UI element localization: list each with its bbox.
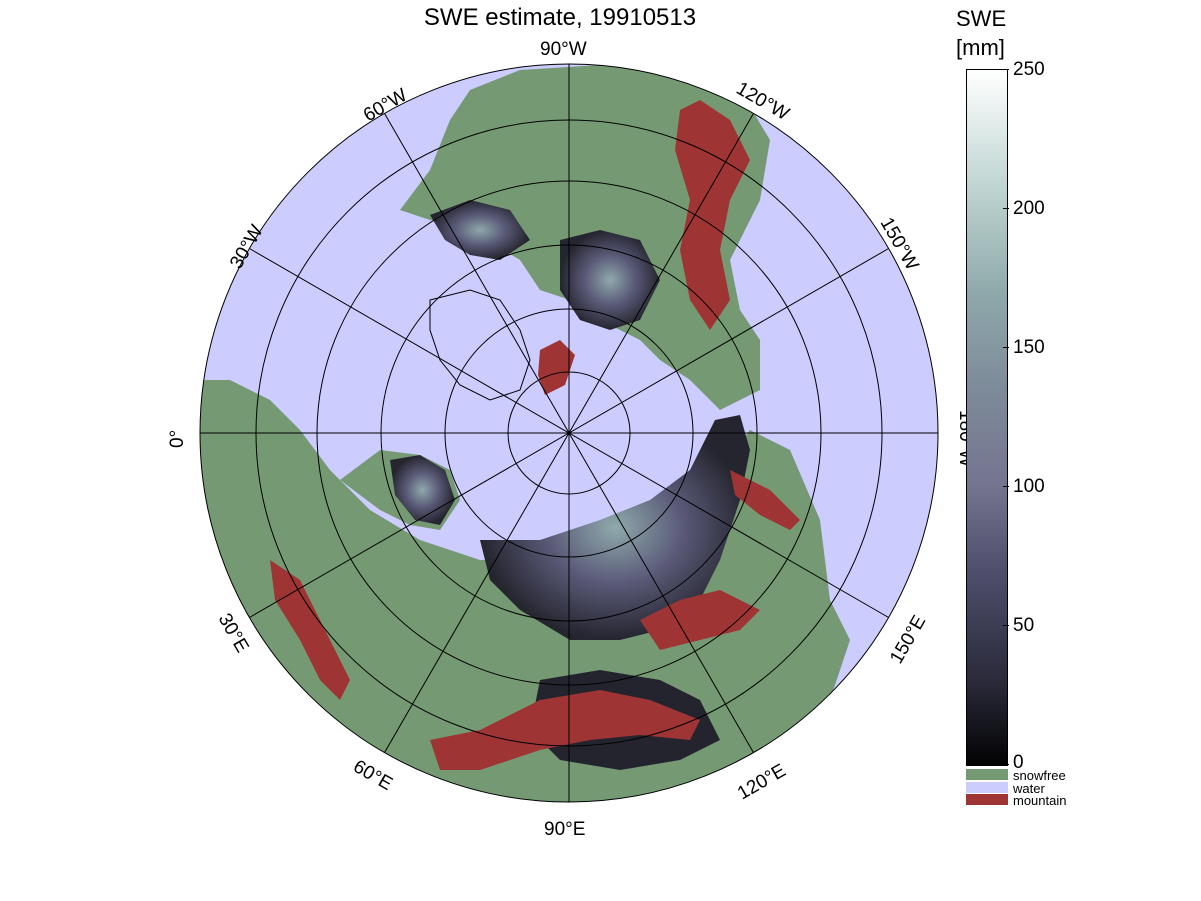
snow-cover-scandinavia: [390, 455, 455, 525]
mountain-svalbard: [538, 340, 575, 395]
colorbar-tick: [1003, 486, 1009, 487]
colorbar-tick: [1003, 347, 1009, 348]
legend-label-water: water: [1013, 781, 1045, 796]
colorbar-tick-label: 100: [1013, 476, 1045, 497]
swe-colorbar: [966, 69, 1008, 766]
colorbar-tick: [1003, 208, 1009, 209]
snow-cover-canada: [430, 200, 530, 260]
lon-label-90w: 90°W: [540, 39, 587, 60]
lon-label-30e: 30°E: [214, 610, 253, 656]
snow-cover-siberia: [480, 415, 750, 640]
colorbar-tick: [1003, 764, 1009, 765]
lon-label-120e: 120°E: [734, 760, 790, 804]
mountain-alaska: [730, 470, 800, 530]
lon-label-150e: 150°E: [886, 612, 930, 668]
colorbar-title: SWE [mm]: [956, 4, 1006, 62]
legend-swatch-mountain: [966, 794, 1008, 805]
meridian-lines: [200, 64, 938, 802]
colorbar-tick: [1003, 69, 1009, 70]
lon-label-90e: 90°E: [544, 819, 585, 840]
mountain-caucasus: [270, 560, 350, 700]
snow-cover-arctic-islands: [560, 230, 660, 330]
colorbar-tick-label: 50: [1013, 615, 1035, 636]
colorbar-title-line1: SWE: [956, 6, 1007, 31]
lon-label-60e: 60°E: [350, 756, 396, 795]
colorbar-tick-label: 200: [1013, 198, 1045, 219]
legend-label-mountain: mountain: [1013, 793, 1067, 808]
lon-label-0: 0°: [167, 430, 188, 448]
colorbar-tick: [1003, 625, 1009, 626]
colorbar-tick-label: 0: [1013, 752, 1024, 773]
colorbar-tick-label: 150: [1013, 337, 1045, 358]
map-title: SWE estimate, 19910513: [423, 4, 697, 31]
mountain-rockies: [675, 100, 750, 330]
colorbar-title-line2: [mm]: [956, 35, 1005, 60]
legend-swatch-snowfree: [966, 769, 1008, 780]
mountain-himalaya: [430, 690, 700, 770]
mountain-east-siberia: [640, 590, 760, 650]
legend-swatch-water: [966, 782, 1008, 793]
legend-label-snowfree: snowfree: [1013, 768, 1066, 783]
colorbar-tick-label: 250: [1013, 59, 1045, 80]
